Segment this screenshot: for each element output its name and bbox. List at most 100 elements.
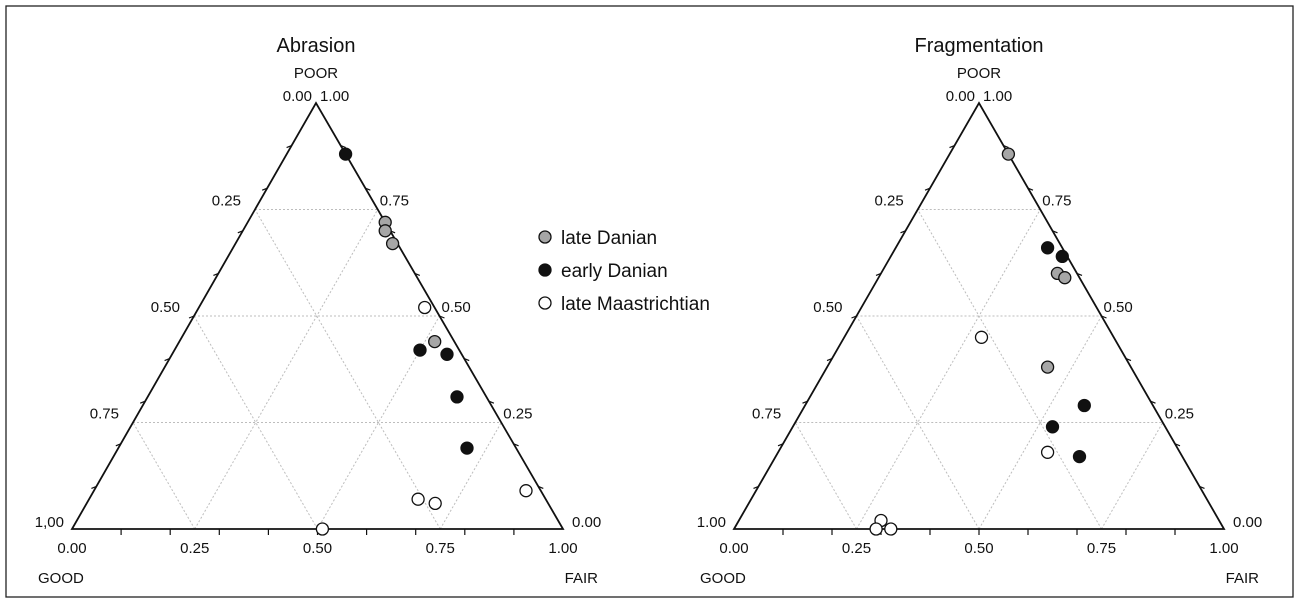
tick-label: 0.50 bbox=[813, 299, 842, 316]
tick bbox=[802, 400, 808, 404]
tick bbox=[213, 272, 219, 276]
legend: late Danian early Danian late Maastrichtia… bbox=[538, 228, 710, 315]
tick bbox=[115, 443, 122, 447]
data-point bbox=[869, 522, 883, 536]
data-point bbox=[450, 390, 464, 404]
data-point bbox=[428, 496, 442, 511]
tick-marks bbox=[91, 145, 544, 535]
tick-label: 1.00 bbox=[697, 514, 726, 531]
tick bbox=[851, 315, 857, 319]
data-point bbox=[378, 224, 392, 238]
tick bbox=[139, 400, 146, 404]
legend-marker bbox=[538, 296, 552, 310]
tick bbox=[1052, 230, 1058, 234]
tick-label: 1.00 bbox=[983, 88, 1012, 105]
abrasion-ternary-plot: Abrasion POOR GOOD FAIR 0.00 1.00 1,00 0.00 1.00… bbox=[35, 35, 601, 587]
vertex-label-top: POOR bbox=[957, 65, 1001, 82]
tick-label: 0.75 bbox=[426, 540, 455, 557]
gridline bbox=[794, 422, 857, 530]
tick-label: 1,00 bbox=[35, 514, 64, 531]
tick bbox=[949, 145, 955, 149]
data-point bbox=[1040, 241, 1055, 255]
legend-label: early Danian bbox=[561, 261, 668, 282]
tick-label: 0.75 bbox=[1042, 193, 1071, 210]
data-point bbox=[385, 236, 400, 251]
tick-label: 0.25 bbox=[842, 540, 871, 557]
data-point bbox=[884, 522, 898, 536]
tick bbox=[488, 400, 495, 404]
tick bbox=[900, 230, 906, 234]
tick bbox=[439, 315, 445, 319]
tick bbox=[261, 187, 268, 191]
legend-marker bbox=[538, 230, 552, 244]
tick-label: 0.00 bbox=[283, 88, 312, 105]
tick-label: 0.50 bbox=[303, 540, 332, 557]
tick-label: 0.50 bbox=[964, 540, 993, 557]
tick bbox=[826, 358, 833, 362]
data-point bbox=[1055, 249, 1069, 264]
tick bbox=[924, 187, 931, 191]
tick bbox=[1174, 443, 1181, 447]
tick-label: 0.00 bbox=[57, 540, 86, 557]
data-point bbox=[1040, 445, 1055, 459]
vertex-label-left: GOOD bbox=[700, 570, 746, 587]
data-point bbox=[1040, 360, 1055, 374]
legend-label: late Danian bbox=[561, 228, 657, 249]
gridline bbox=[132, 422, 196, 530]
data-point bbox=[413, 343, 427, 357]
tick bbox=[340, 145, 346, 149]
data-point bbox=[315, 522, 330, 536]
legend-label: late Maastrichtian bbox=[561, 294, 710, 315]
tick-label: 0.25 bbox=[503, 406, 532, 423]
tick bbox=[1003, 145, 1009, 149]
tick-label: 0.25 bbox=[212, 193, 241, 210]
fragmentation-ternary-plot: Fragmentation POOR GOOD FAIR 0.00 1.00 1.00 0.0… bbox=[697, 35, 1262, 587]
gridline bbox=[194, 209, 379, 530]
tick bbox=[538, 485, 544, 489]
tick-label: 0.25 bbox=[1165, 406, 1194, 423]
tick-label: 0.50 bbox=[1104, 299, 1133, 316]
gridline bbox=[856, 315, 980, 530]
tick-label: 0.25 bbox=[180, 540, 209, 557]
data-point bbox=[1001, 147, 1016, 161]
legend-marker bbox=[538, 263, 552, 277]
data-point bbox=[440, 347, 454, 361]
tick bbox=[164, 358, 170, 362]
gridline bbox=[193, 315, 318, 530]
data-point bbox=[1058, 271, 1072, 285]
tick bbox=[365, 187, 371, 191]
tick bbox=[875, 272, 882, 276]
data-point bbox=[1072, 449, 1087, 464]
data-point bbox=[974, 330, 989, 344]
tick-label: 0.00 bbox=[946, 88, 975, 105]
figure-border bbox=[5, 5, 1294, 598]
triangle-outline bbox=[70, 101, 565, 530]
data-point bbox=[428, 334, 442, 349]
tick-label: 1.00 bbox=[548, 540, 577, 557]
tick-label: 0.75 bbox=[752, 406, 781, 423]
tick bbox=[91, 485, 97, 489]
tick bbox=[463, 358, 470, 362]
gridline bbox=[1101, 422, 1164, 530]
tick bbox=[414, 272, 421, 276]
gridline bbox=[917, 209, 1102, 530]
tick bbox=[188, 315, 195, 319]
tick-label: 0.00 bbox=[1233, 514, 1262, 531]
tick-label: 0.50 bbox=[442, 299, 471, 316]
tick-label: 0.75 bbox=[1087, 540, 1116, 557]
data-point bbox=[1077, 398, 1091, 413]
tick-label: 0.50 bbox=[151, 299, 180, 316]
tick bbox=[1125, 358, 1132, 362]
tick-label: 0.75 bbox=[90, 406, 119, 423]
vertex-label-right: FAIR bbox=[1226, 570, 1260, 587]
tick-label: 1.00 bbox=[1209, 540, 1238, 557]
data-points bbox=[869, 147, 1091, 536]
tick-label: 0.00 bbox=[572, 514, 601, 531]
tick-label: 1.00 bbox=[320, 88, 349, 105]
vertex-label-top: POOR bbox=[294, 65, 338, 82]
data-points bbox=[315, 147, 533, 536]
data-point bbox=[460, 441, 474, 455]
gridline bbox=[439, 422, 502, 530]
tick bbox=[237, 230, 244, 234]
tick bbox=[286, 145, 292, 149]
